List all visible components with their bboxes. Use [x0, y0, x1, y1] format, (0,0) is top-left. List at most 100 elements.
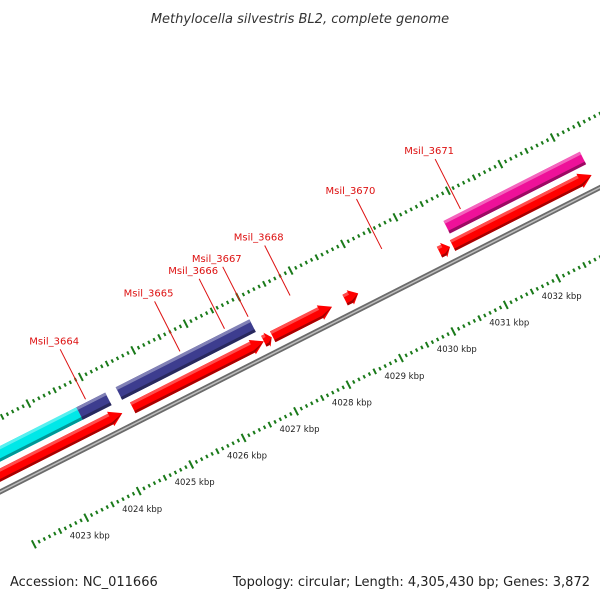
- outer-tick: [314, 254, 320, 261]
- inner-tick: [572, 268, 576, 273]
- inner-tick: [247, 433, 251, 438]
- inner-tick: [116, 499, 120, 504]
- backbone-highlight: [0, 186, 600, 493]
- outer-tick: [549, 133, 556, 142]
- outer-tick: [77, 372, 84, 382]
- inner-tick: [37, 539, 41, 544]
- outer-tick: [262, 280, 267, 287]
- blast-hit-highlight: [115, 319, 251, 390]
- outer-tick: [25, 399, 32, 409]
- blast-hit-track: [0, 151, 587, 462]
- tick-label: 4026 kbp: [227, 452, 267, 462]
- inner-tick: [362, 374, 366, 379]
- inner-tick: [582, 261, 587, 269]
- inner-tick: [162, 474, 168, 481]
- inner-tick: [210, 451, 214, 456]
- gene-label: Msil_3668: [234, 233, 284, 244]
- inner-tick: [357, 377, 361, 382]
- outer-tick: [194, 316, 198, 321]
- cds-arrow: [449, 173, 592, 251]
- inner-tick: [514, 297, 518, 302]
- outer-tick: [283, 271, 288, 276]
- inner-tick: [220, 446, 225, 451]
- gene-label: Msil_3664: [29, 336, 79, 347]
- inner-tick: [205, 454, 209, 459]
- outer-tick: [209, 307, 215, 314]
- gene-label-leader: [434, 158, 461, 210]
- outer-tick: [593, 114, 597, 119]
- inner-tick: [199, 457, 204, 462]
- inner-tick: [147, 483, 151, 488]
- outer-tick: [444, 186, 451, 196]
- inner-tick: [551, 278, 555, 283]
- inner-tick: [252, 430, 256, 435]
- inner-tick: [420, 345, 424, 350]
- gene-label-leader: [264, 245, 291, 296]
- inner-tick: [577, 265, 581, 270]
- inner-tick: [467, 321, 471, 326]
- outer-tick: [582, 119, 586, 124]
- outer-tick: [351, 236, 356, 241]
- blast-hit-highlight: [76, 392, 107, 410]
- inner-tick: [404, 353, 408, 358]
- outer-tick: [287, 266, 294, 276]
- outer-tick: [388, 217, 392, 223]
- outer-tick: [366, 227, 372, 234]
- outer-tick-ring: [0, 111, 600, 420]
- outer-tick: [147, 340, 151, 345]
- inner-tick: [158, 478, 162, 483]
- cds-arrow-shadow: [274, 306, 332, 343]
- gene-label: Msil_3666: [168, 266, 218, 277]
- inner-tick: [173, 470, 178, 475]
- outer-tick: [587, 116, 592, 121]
- outer-tick: [294, 265, 298, 270]
- tick-label: 4028 kbp: [332, 398, 372, 408]
- inner-tick: [231, 441, 235, 446]
- cds-track: [0, 173, 592, 482]
- inner-tick: [540, 284, 545, 289]
- outer-tick: [409, 207, 413, 212]
- inner-tick: [498, 305, 503, 310]
- outer-tick: [110, 358, 114, 364]
- outer-tick: [519, 151, 523, 156]
- inner-tick: [30, 539, 37, 549]
- cds-arrow: [130, 340, 264, 414]
- inner-tick: [567, 270, 571, 275]
- outer-tick: [84, 372, 88, 377]
- inner-tick: [345, 380, 352, 390]
- outer-tick: [10, 409, 15, 414]
- inner-tick: [42, 536, 47, 542]
- outer-tick: [482, 170, 487, 175]
- outer-tick: [509, 156, 513, 161]
- outer-tick: [477, 172, 482, 177]
- inner-tick: [310, 401, 314, 406]
- tick-label: 4025 kbp: [175, 478, 215, 488]
- outer-tick: [89, 369, 93, 374]
- gene-label-leader: [222, 266, 249, 317]
- outer-tick: [130, 345, 137, 355]
- cds-arrow-shadow: [454, 175, 592, 251]
- outer-tick: [204, 311, 209, 316]
- inner-tick: [472, 318, 477, 323]
- inner-tick: [435, 337, 440, 342]
- gene-label: Msil_3665: [124, 288, 174, 299]
- outer-tick: [299, 263, 303, 268]
- outer-tick: [392, 212, 399, 222]
- cds-arrow: [270, 305, 332, 343]
- outer-tick: [497, 159, 504, 169]
- inner-tick: [462, 324, 466, 329]
- outer-tick: [440, 191, 445, 196]
- inner-tick: [409, 350, 414, 355]
- outer-tick: [362, 231, 366, 236]
- inner-tick: [593, 257, 597, 262]
- outer-tick: [257, 284, 261, 289]
- inner-tick: [131, 491, 136, 496]
- backbone-track: [0, 184, 600, 495]
- outer-tick: [104, 360, 110, 367]
- inner-tick: [278, 417, 283, 422]
- inner-tick: [446, 332, 450, 337]
- inner-tick: [509, 300, 513, 305]
- inner-tick: [126, 494, 130, 499]
- outer-tick: [178, 324, 183, 329]
- inner-tick: [283, 414, 288, 419]
